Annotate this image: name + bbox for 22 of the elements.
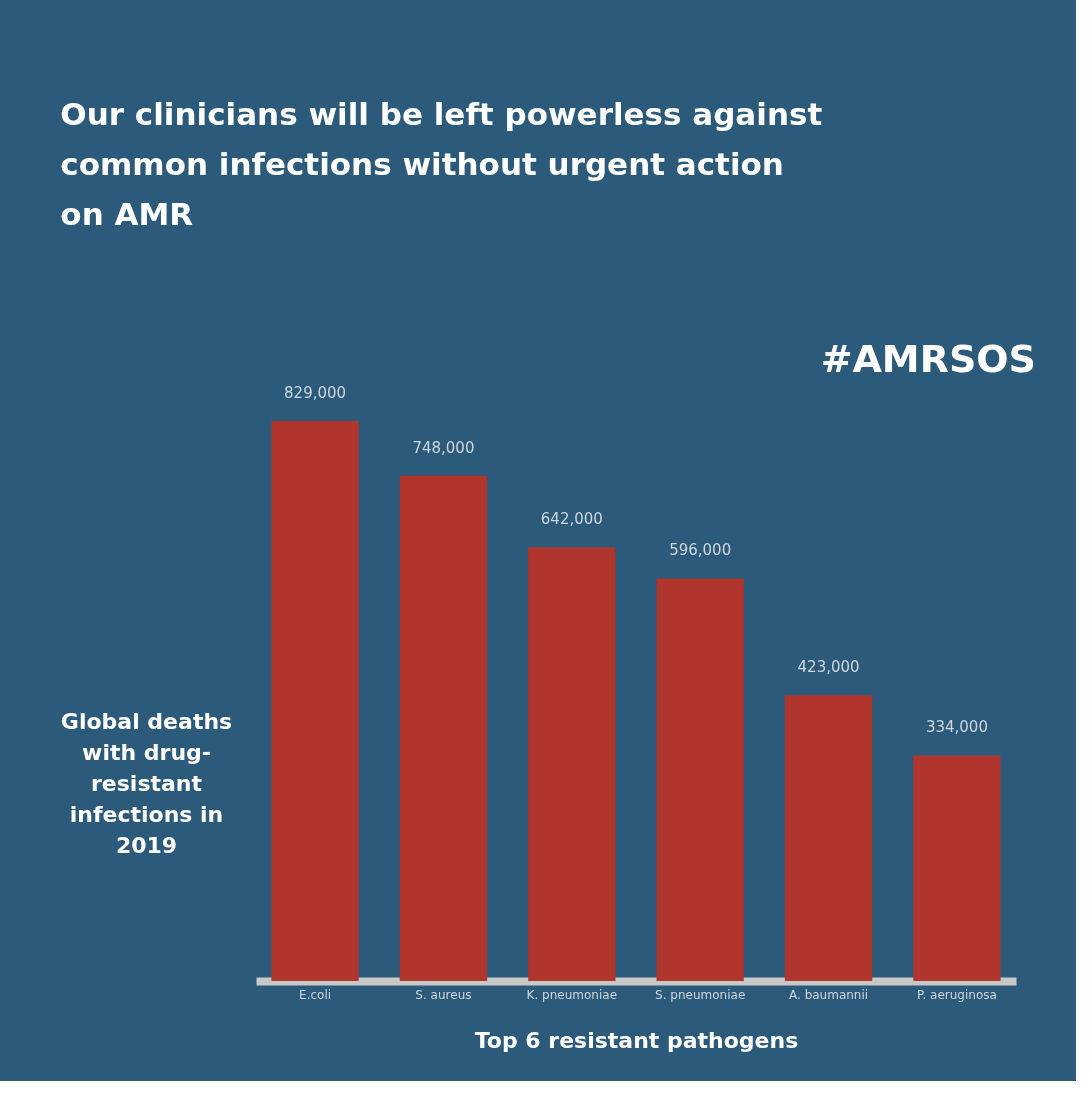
bar (913, 755, 1001, 981)
x-tick-label: P. aeruginosa (917, 987, 997, 1002)
data-label: 829,000 (284, 384, 347, 402)
bar (784, 695, 873, 981)
x-tick-label: S. pneumoniae (655, 987, 746, 1002)
chart-title: Our clinicians will be left powerless against common infections without urgent action on AMR (60, 96, 823, 232)
text: #AMRSOS (820, 337, 1036, 381)
x-tick-label: S. aureus (415, 987, 472, 1002)
x-tick-label: K. pneumoniae (526, 987, 618, 1002)
bar (399, 475, 488, 981)
bar (528, 547, 616, 981)
y-axis-title: Global deaths with drug-resistant infections in 2019 (60, 708, 233, 858)
bar (656, 578, 744, 981)
bar (271, 421, 359, 981)
data-label: 642,000 (540, 510, 603, 529)
x-tick-label: A. baumannii (789, 987, 869, 1002)
data-label: 596,000 (669, 541, 732, 560)
data-label: 423,000 (797, 658, 860, 677)
x-axis-title: Top 6 resistant pathogens (474, 1027, 799, 1053)
data-label: 334,000 (925, 718, 988, 737)
x-tick-label: E.coli (299, 987, 332, 1002)
data-label: 748,000 (412, 438, 475, 457)
